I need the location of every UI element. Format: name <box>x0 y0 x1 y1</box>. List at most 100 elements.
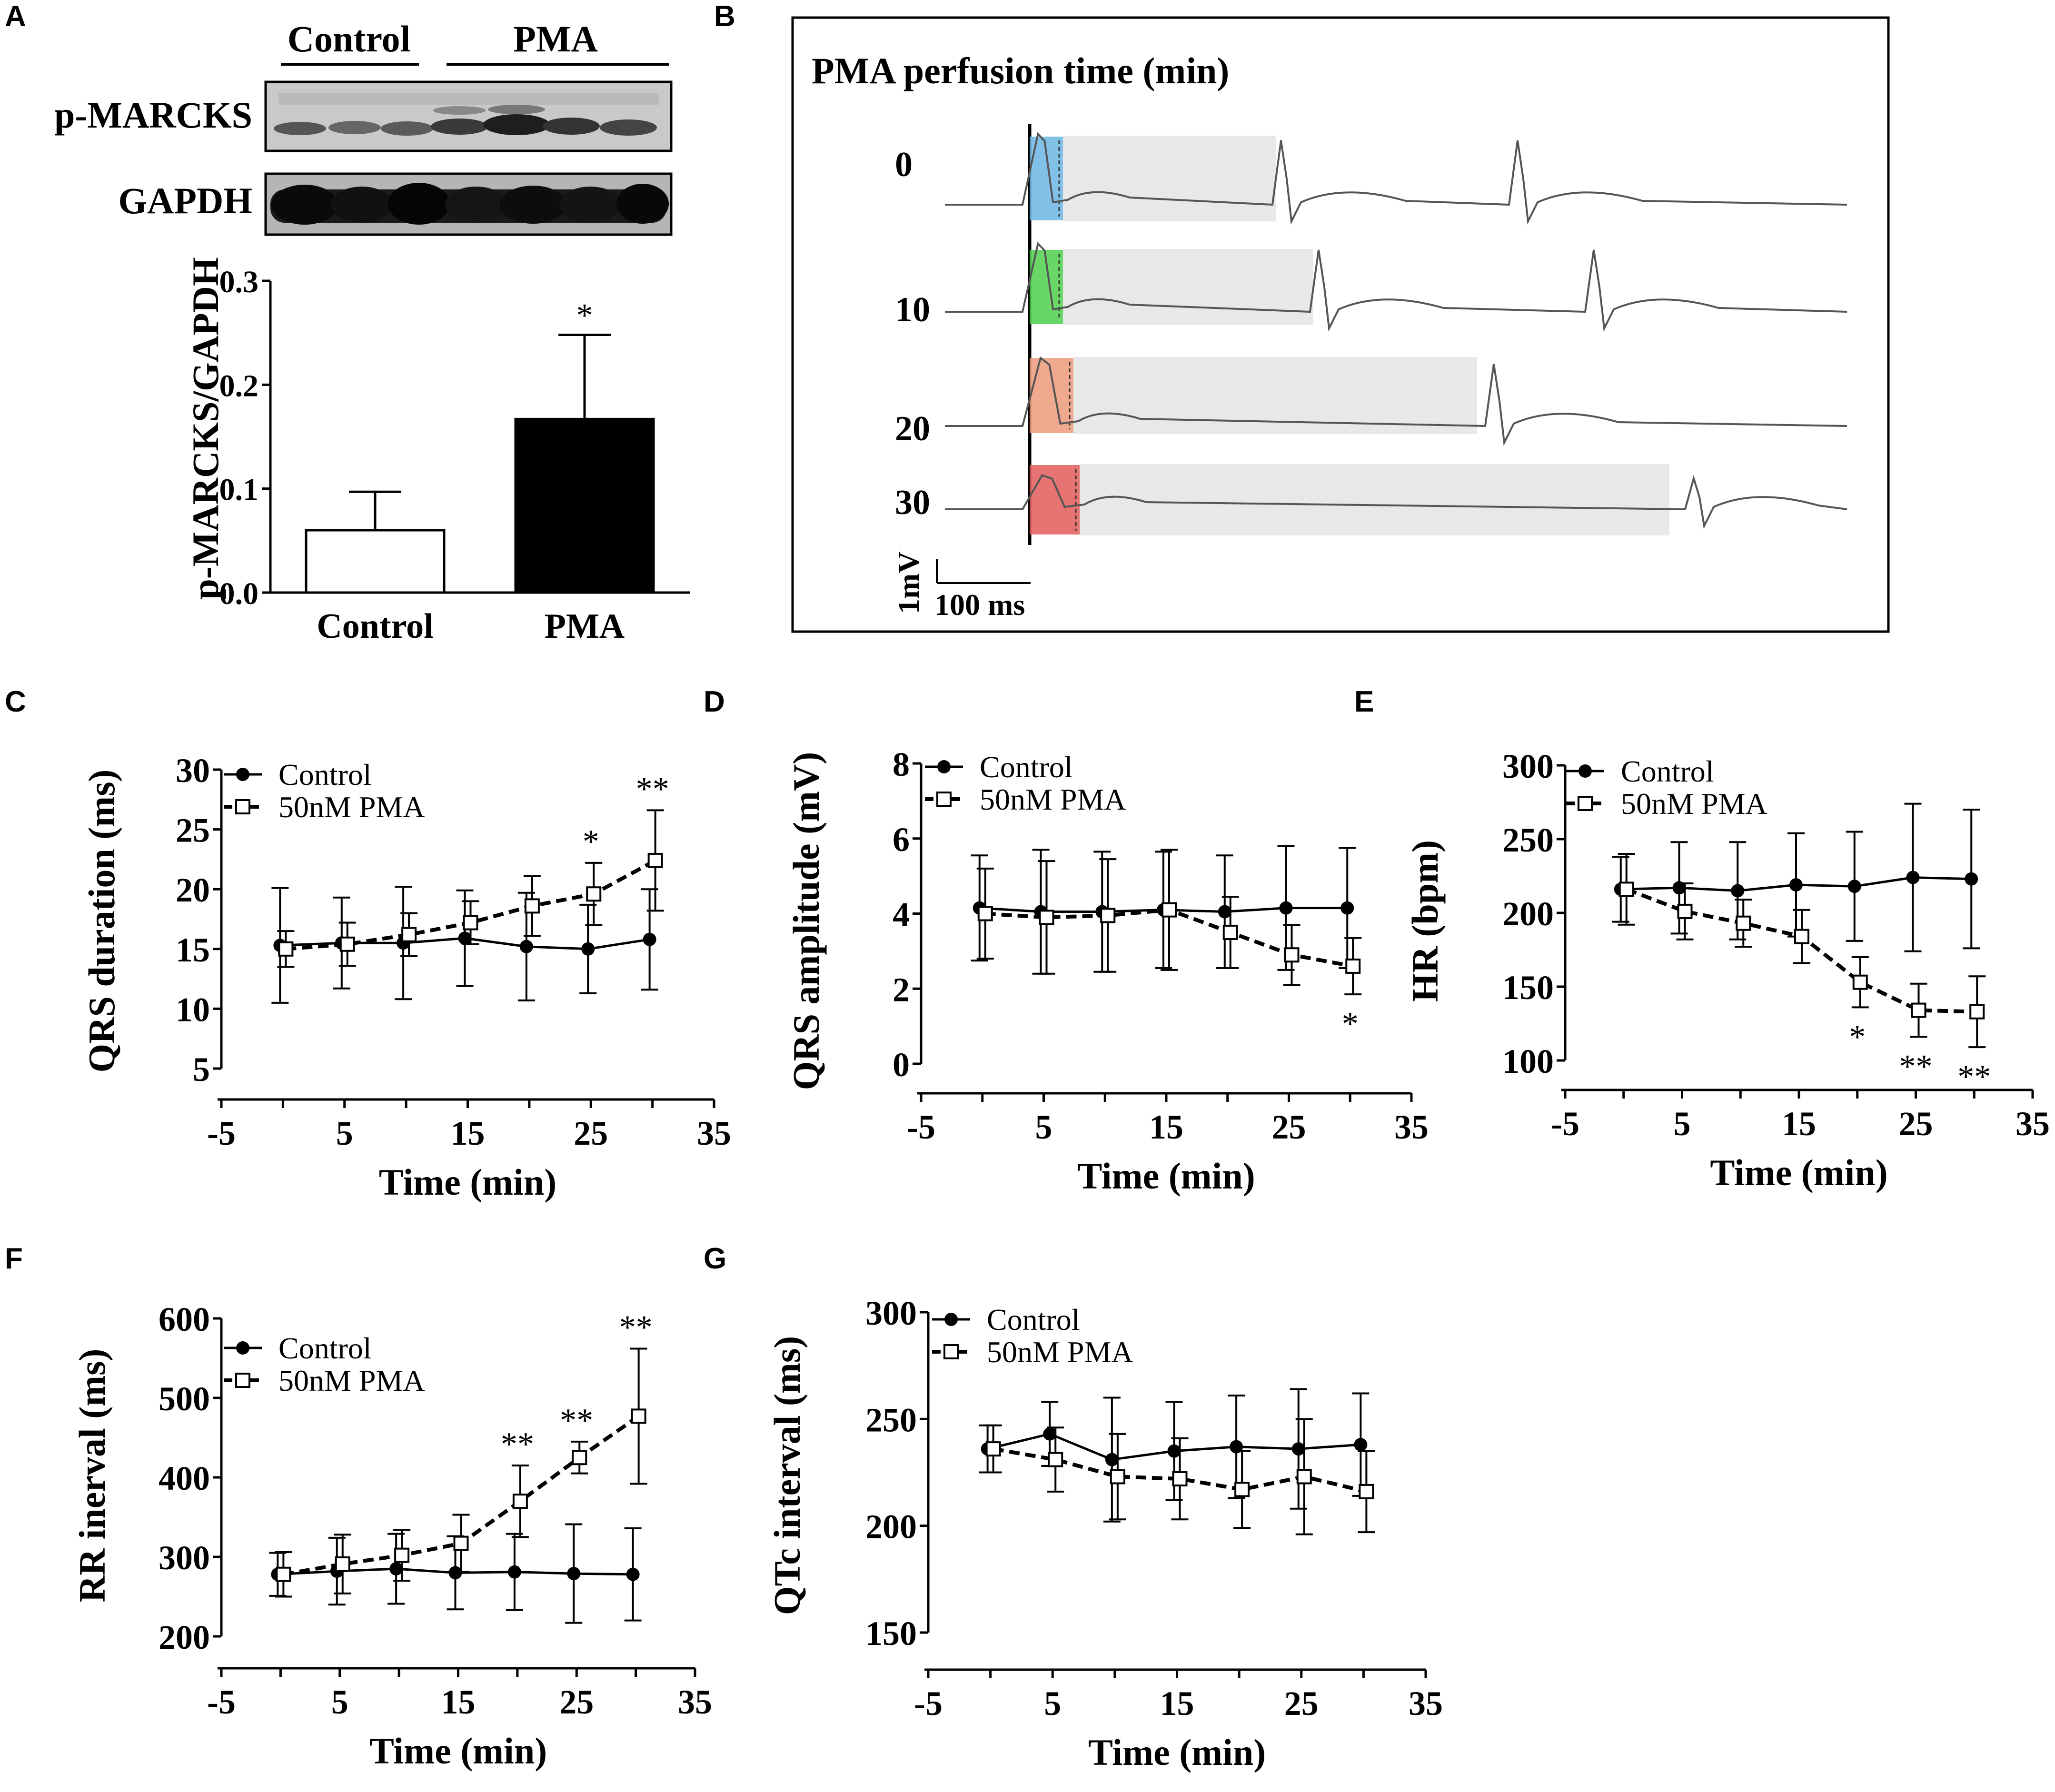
ecg-title: PMA perfusion time (min) <box>812 50 1229 91</box>
data-point-pma <box>631 1408 646 1424</box>
x-tick-label: 35 <box>678 1683 712 1721</box>
legend-label-control: Control <box>278 1331 372 1365</box>
data-point-control <box>1731 884 1745 898</box>
x-tick-label: 35 <box>697 1114 731 1152</box>
x-tick-label: 25 <box>574 1114 608 1152</box>
scale-label-voltage: 1mV <box>892 551 925 614</box>
ecg-trace-line <box>945 356 1847 446</box>
data-point-pma <box>1110 1469 1125 1485</box>
data-point-control <box>1105 1453 1119 1466</box>
panel-e: E 100 150 200 250 300 -5 5 15 25 35 Time (min) HR (… <box>1354 685 2050 1193</box>
x-tick-label: 15 <box>1149 1108 1183 1146</box>
x-axis-label: Time (min) <box>1077 1155 1255 1197</box>
data-point-control <box>1043 1427 1057 1441</box>
legend-label-pma: 50nM PMA <box>980 782 1126 816</box>
data-point-control <box>389 1562 403 1576</box>
y-tick-label: 250 <box>865 1401 917 1439</box>
x-tick-label: -5 <box>914 1684 943 1723</box>
data-point-control <box>519 940 533 953</box>
bar-y-tick-label: 0.3 <box>219 265 259 299</box>
ecg-trace-line <box>945 132 1847 225</box>
data-point-pma <box>463 915 478 931</box>
panel-label-c: C <box>5 685 26 718</box>
blot-group-label-control: Control <box>288 18 411 59</box>
bar-control <box>305 529 446 594</box>
significance-marker: ** <box>636 771 669 807</box>
legend-marker-control <box>236 1341 249 1355</box>
data-point-control <box>507 1565 521 1579</box>
panel-f: F 200 300 400 500 600 -5 5 15 25 35 Time (min) RR i… <box>5 1242 712 1772</box>
x-tick-label: 15 <box>441 1683 476 1721</box>
data-point-pma <box>1048 1452 1063 1467</box>
data-point-pma <box>1359 1484 1374 1499</box>
ecg-time-label: 30 <box>895 483 930 522</box>
blot-row-label-gapdh: GAPDH <box>118 180 252 221</box>
ecg-trace-line <box>945 474 1847 529</box>
legend-marker-control <box>944 1313 958 1326</box>
x-tick-label: 15 <box>1782 1105 1816 1143</box>
panel-label-e: E <box>1354 685 1374 718</box>
chart-qrs-amplitude: 0 2 4 6 8 -5 5 15 25 35 Time (min) QRS amplitude (m… <box>785 745 1429 1197</box>
panel-c: C 5 10 15 20 25 30 -5 5 15 25 35 Time (min) QRS dura… <box>5 685 731 1203</box>
chart-heart-rate: 100 150 200 250 300 -5 5 15 25 35 Time (min) HR (bp… <box>1404 747 2050 1193</box>
data-point-pma <box>1677 903 1693 919</box>
y-tick-label: 5 <box>193 1050 210 1089</box>
data-point-control <box>1291 1442 1305 1456</box>
y-tick-label: 2 <box>893 970 910 1009</box>
bar-chart: 0.0 0.1 0.2 0.3 Control PMA * <box>219 265 690 646</box>
st-segment-shade <box>1080 464 1669 535</box>
panel-a: A Control PMA p-MARCKS GAPDH <box>5 0 690 646</box>
ecg-time-label: 10 <box>895 290 930 329</box>
x-tick-label: 5 <box>1044 1684 1061 1723</box>
data-point-pma <box>1222 924 1238 940</box>
significance-marker: ** <box>560 1402 593 1439</box>
y-tick-label: 25 <box>176 812 210 850</box>
data-point-pma <box>276 1566 291 1582</box>
y-tick-label: 4 <box>893 896 910 934</box>
y-tick-label: 150 <box>1502 969 1554 1007</box>
data-point-control <box>1789 878 1803 892</box>
data-point-pma <box>1736 915 1751 931</box>
x-tick-label: 5 <box>336 1114 353 1152</box>
data-point-pma <box>1234 1482 1250 1497</box>
y-tick-label: 150 <box>865 1614 917 1653</box>
data-point-pma <box>1911 1002 1926 1018</box>
data-point-pma <box>335 1556 350 1572</box>
y-tick-label: 300 <box>865 1294 917 1332</box>
st-segment-shade <box>1063 136 1276 221</box>
panel-b: B PMA perfusion time (min) 0 10 20 30 1mV 1… <box>714 0 1890 633</box>
data-point-control <box>1847 880 1861 893</box>
chart-rr-interval: 200 300 400 500 600 -5 5 15 25 35 Time (min) RR ine… <box>71 1300 712 1772</box>
y-tick-label: 6 <box>893 821 910 859</box>
data-point-control <box>1340 901 1354 915</box>
data-point-pma <box>985 1441 1001 1457</box>
legend-marker-pma <box>936 792 952 807</box>
data-point-control <box>581 942 595 956</box>
y-tick-label: 8 <box>893 745 910 783</box>
st-segment-shade <box>1063 249 1313 325</box>
x-tick-label: -5 <box>1551 1105 1579 1143</box>
data-point-pma <box>1969 1004 1985 1020</box>
panel-label-d: D <box>704 685 725 718</box>
panel-label-a: A <box>5 0 26 33</box>
qrs-complex-highlight <box>1030 465 1080 535</box>
y-axis-label: QTc interval (ms) <box>766 1336 808 1615</box>
data-point-pma <box>1296 1469 1312 1485</box>
legend-label-pma: 50nM PMA <box>278 790 425 824</box>
ecg-time-label: 0 <box>895 145 913 184</box>
legend-marker-pma <box>943 1344 959 1359</box>
data-point-pma <box>339 936 355 952</box>
significance-marker: * <box>576 297 593 334</box>
x-tick-label: 35 <box>1409 1684 1443 1723</box>
ecg-frame <box>791 16 1890 633</box>
significance-marker: * <box>583 823 599 860</box>
blot-pmarcks <box>264 80 673 152</box>
panel-label-b: B <box>714 0 735 33</box>
legend-marker-control <box>1578 764 1592 778</box>
data-point-control <box>1167 1444 1181 1458</box>
chart-qrs-duration: 5 10 15 20 25 30 -5 5 15 25 35 Time (min) QRS durati… <box>81 752 731 1203</box>
x-tick-label: 15 <box>451 1114 485 1152</box>
legend-marker-control <box>937 760 951 773</box>
legend-marker-control <box>236 768 249 781</box>
x-tick-label: 15 <box>1160 1684 1194 1723</box>
